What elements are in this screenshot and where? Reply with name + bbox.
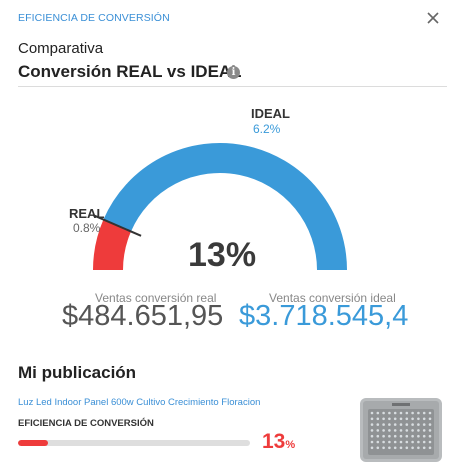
efficiency-percent-sign: % bbox=[285, 439, 296, 451]
ideal-sales-value: $3.718.545,4 bbox=[239, 300, 409, 332]
info-icon[interactable]: i bbox=[227, 66, 240, 79]
ideal-sales-label: Ventas conversión ideal bbox=[269, 291, 396, 305]
comparison-title: Conversión REAL vs IDEAL bbox=[18, 62, 242, 81]
efficiency-label: EFICIENCIA DE CONVERSIÓN bbox=[18, 418, 154, 429]
header-title: EFICIENCIA DE CONVERSIÓN bbox=[18, 12, 170, 24]
efficiency-progress-fill bbox=[18, 440, 49, 446]
product-link[interactable]: Luz Led Indoor Panel 600w Cultivo Crecim… bbox=[18, 397, 261, 408]
gauge-ideal-label: IDEAL bbox=[251, 106, 290, 121]
efficiency-progress-bar bbox=[18, 440, 250, 446]
close-icon[interactable] bbox=[423, 8, 443, 28]
conversion-gauge bbox=[92, 143, 347, 271]
gauge-ideal-value: 6.2% bbox=[253, 122, 281, 136]
real-sales-value: $484.651,95 bbox=[62, 300, 224, 332]
efficiency-percent-number: 13 bbox=[262, 430, 286, 453]
gauge-real-label: REAL bbox=[69, 206, 105, 221]
real-sales-label: Ventas conversión real bbox=[95, 291, 217, 305]
gauge-real-arc bbox=[93, 219, 132, 271]
comparison-subtitle: Comparativa bbox=[18, 40, 104, 57]
gauge-ideal-arc bbox=[103, 143, 347, 271]
led-panel-image[interactable] bbox=[360, 398, 442, 462]
publication-section-title: Mi publicación bbox=[18, 363, 137, 382]
gauge-real-value: 0.8% bbox=[73, 221, 101, 235]
efficiency-percent: 13% bbox=[262, 430, 295, 454]
gauge-needle bbox=[92, 214, 142, 237]
gauge-center-value: 13% bbox=[188, 236, 257, 274]
divider bbox=[18, 86, 447, 87]
